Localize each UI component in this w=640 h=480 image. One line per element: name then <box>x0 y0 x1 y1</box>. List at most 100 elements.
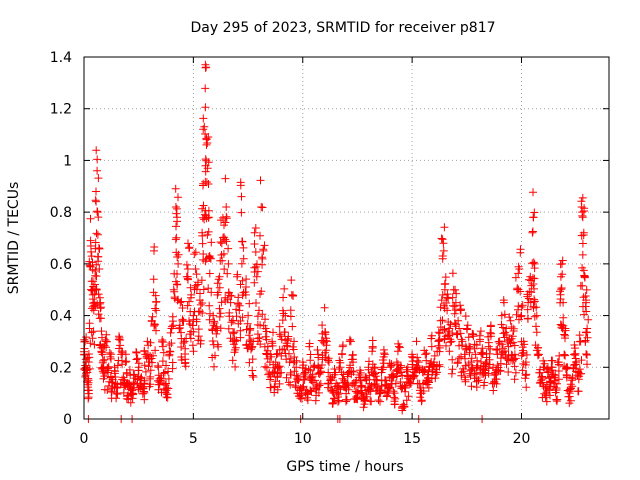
data-point <box>583 333 592 342</box>
data-point <box>204 253 213 261</box>
data-point <box>503 337 512 346</box>
data-point <box>179 339 188 347</box>
data-point <box>558 270 567 279</box>
data-point <box>250 228 259 237</box>
data-point <box>580 272 589 281</box>
data-point <box>470 344 479 353</box>
data-point <box>214 288 223 297</box>
data-point <box>236 280 245 289</box>
data-point <box>574 387 583 396</box>
data-point <box>268 339 277 348</box>
data-point <box>105 348 114 357</box>
data-point <box>385 359 394 368</box>
data-point <box>582 328 591 337</box>
data-point <box>518 301 527 310</box>
data-point <box>511 354 520 363</box>
data-point <box>267 352 276 361</box>
x-tick-label: 15 <box>403 431 421 447</box>
data-point <box>414 358 423 367</box>
data-point <box>516 245 525 254</box>
data-point <box>166 328 175 337</box>
data-point <box>192 285 201 294</box>
data-point <box>92 229 101 238</box>
data-point <box>192 270 201 279</box>
data-point <box>453 358 462 367</box>
data-point <box>489 386 498 395</box>
data-point <box>303 396 312 405</box>
data-point <box>199 201 208 210</box>
data-point <box>583 360 591 369</box>
data-point <box>476 335 484 344</box>
data-point <box>440 325 449 334</box>
data-point <box>235 301 244 310</box>
data-point <box>95 265 104 273</box>
data-point <box>251 224 260 232</box>
data-point <box>100 341 109 350</box>
data-point <box>506 316 515 325</box>
data-point <box>234 293 243 302</box>
data-point <box>512 310 521 319</box>
data-point <box>87 247 96 256</box>
data-point <box>464 333 473 342</box>
data-point <box>246 326 255 335</box>
data-point <box>287 276 296 285</box>
data-point <box>467 382 476 391</box>
data-point <box>225 312 234 321</box>
data-point <box>542 397 551 406</box>
data-point <box>456 301 465 310</box>
data-point <box>322 341 331 350</box>
data-point <box>496 367 505 376</box>
data-point <box>562 364 571 373</box>
data-point <box>113 380 122 389</box>
data-point <box>575 331 584 340</box>
data-point <box>94 252 103 261</box>
data-point <box>204 213 213 222</box>
data-point <box>93 208 102 217</box>
data-point <box>522 370 531 379</box>
data-point <box>333 390 342 399</box>
data-point <box>256 321 265 330</box>
data-point <box>129 389 138 398</box>
data-point <box>305 339 314 348</box>
data-point <box>432 368 441 377</box>
data-point <box>150 243 159 251</box>
data-point <box>431 370 440 379</box>
x-tick-label: 10 <box>294 431 312 447</box>
data-point <box>158 357 167 366</box>
data-point <box>368 347 377 356</box>
data-point <box>313 346 322 354</box>
data-point <box>394 339 403 348</box>
data-point <box>422 349 431 358</box>
data-point <box>89 327 98 336</box>
data-point <box>222 237 231 246</box>
data-point <box>329 398 337 407</box>
data-point <box>306 366 315 375</box>
data-point <box>454 316 463 325</box>
data-point <box>523 292 532 301</box>
data-point <box>104 364 113 373</box>
data-point <box>413 356 422 365</box>
data-point <box>530 274 539 283</box>
data-point <box>205 253 214 262</box>
data-point <box>152 306 161 315</box>
data-point <box>140 361 149 370</box>
data-point <box>220 265 229 274</box>
data-point <box>380 350 389 359</box>
data-point <box>374 396 383 405</box>
data-point <box>522 350 531 359</box>
data-point <box>208 337 217 345</box>
data-point <box>368 344 377 352</box>
data-point <box>91 301 100 310</box>
data-point <box>457 306 465 315</box>
data-point <box>465 348 474 357</box>
data-point <box>153 361 162 370</box>
data-point <box>136 374 145 383</box>
data-point <box>164 367 172 376</box>
data-point <box>183 301 192 310</box>
data-point <box>357 382 366 391</box>
data-point <box>578 250 587 259</box>
data-point <box>368 336 377 345</box>
data-point <box>173 213 181 222</box>
data-point <box>110 369 119 378</box>
data-point <box>584 315 593 324</box>
